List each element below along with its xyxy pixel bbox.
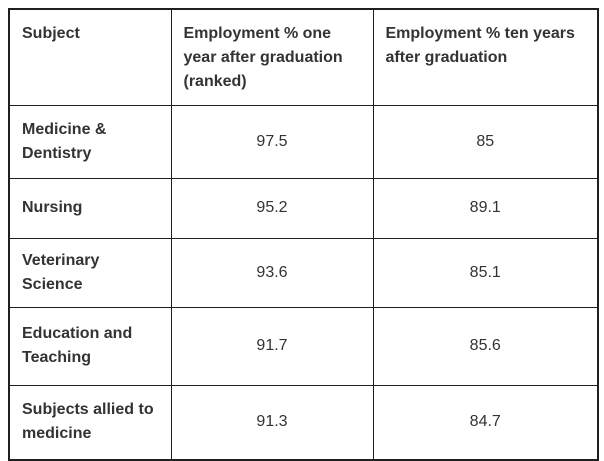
- one-year-value-cell: 93.6: [170, 237, 374, 308]
- subject-cell: Nursing: [8, 177, 172, 239]
- table-row: Education and Teaching 91.7 85.6: [8, 306, 599, 386]
- table-row: Nursing 95.2 89.1: [8, 177, 599, 239]
- table-row: Subjects allied to medicine 91.3 84.7: [8, 384, 599, 461]
- one-year-value-cell: 97.5: [170, 104, 374, 179]
- column-header-ten-years: Employment % ten years after graduation: [372, 8, 599, 106]
- column-header-one-year: Employment % one year after graduation (…: [170, 8, 374, 106]
- employment-table: Subject Employment % one year after grad…: [8, 8, 599, 461]
- table-body: Medicine & Dentistry 97.5 85 Nursing 95.…: [8, 104, 599, 461]
- table-row: Medicine & Dentistry 97.5 85: [8, 104, 599, 179]
- subject-cell: Education and Teaching: [8, 306, 172, 386]
- ten-years-value-cell: 89.1: [372, 177, 599, 239]
- column-header-subject: Subject: [8, 8, 172, 106]
- table-header: Subject Employment % one year after grad…: [8, 8, 599, 106]
- ten-years-value-cell: 84.7: [372, 384, 599, 461]
- ten-years-value-cell: 85: [372, 104, 599, 179]
- subject-cell: Veterinary Science: [8, 237, 172, 308]
- ten-years-value-cell: 85.1: [372, 237, 599, 308]
- one-year-value-cell: 91.7: [170, 306, 374, 386]
- header-row: Subject Employment % one year after grad…: [8, 8, 599, 106]
- employment-table-container: Subject Employment % one year after grad…: [8, 8, 599, 461]
- ten-years-value-cell: 85.6: [372, 306, 599, 386]
- subject-cell: Subjects allied to medicine: [8, 384, 172, 461]
- subject-cell: Medicine & Dentistry: [8, 104, 172, 179]
- table-row: Veterinary Science 93.6 85.1: [8, 237, 599, 308]
- one-year-value-cell: 95.2: [170, 177, 374, 239]
- one-year-value-cell: 91.3: [170, 384, 374, 461]
